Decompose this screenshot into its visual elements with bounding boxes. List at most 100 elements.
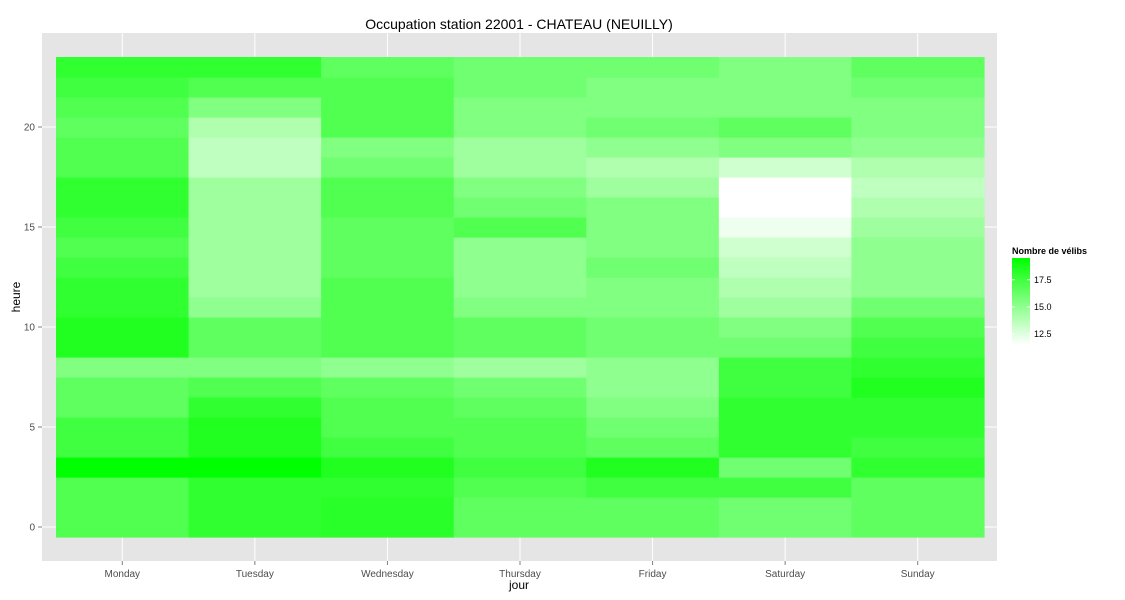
heatmap-cell: [321, 257, 455, 278]
heatmap-cell: [56, 117, 190, 138]
heatmap-cell: [56, 257, 190, 278]
heatmap-cell: [321, 337, 455, 358]
heatmap-cell: [56, 417, 190, 438]
heatmap-cell: [321, 57, 455, 78]
heatmap-cell: [851, 457, 985, 478]
legend-title: Nombre de vélibs: [1012, 246, 1087, 256]
heatmap-cell: [718, 397, 853, 418]
heatmap-cell: [851, 297, 985, 318]
legend-colorbar: [1012, 258, 1030, 345]
x-tick-label: Wednesday: [361, 569, 414, 580]
heatmap-cell: [851, 137, 985, 158]
heatmap-cell: [321, 137, 455, 158]
heatmap-cell: [453, 137, 587, 158]
heatmap-cell: [56, 357, 190, 378]
heatmap-cell: [56, 277, 190, 298]
heatmap-cell: [718, 197, 853, 218]
heatmap-cell: [586, 217, 720, 238]
heatmap-cell: [586, 77, 720, 98]
heatmap-cell: [851, 517, 985, 538]
heatmap-cell: [188, 377, 322, 398]
heatmap-cell: [718, 257, 853, 278]
heatmap-cell: [586, 517, 720, 538]
heatmap-cell: [188, 117, 322, 138]
heatmap-cell: [321, 397, 455, 418]
heatmap-cell: [188, 337, 322, 358]
heatmap-cell: [586, 97, 720, 118]
heatmap-cell: [851, 357, 985, 378]
heatmap-cell: [851, 177, 985, 198]
heatmap-cell: [188, 417, 322, 438]
heatmap-cell: [586, 277, 720, 298]
heatmap-cell: [321, 377, 455, 398]
heatmap-cell: [321, 417, 455, 438]
heatmap-cell: [718, 117, 853, 138]
heatmap-cell: [56, 397, 190, 418]
heatmap-cell: [851, 257, 985, 278]
heatmap-cell: [453, 257, 587, 278]
heatmap-cell: [188, 217, 322, 238]
heatmap-cell: [188, 237, 322, 258]
heatmap-cell: [56, 137, 190, 158]
heatmap-cell: [453, 297, 587, 318]
heatmap-tiles: [56, 57, 985, 538]
heatmap-cell: [321, 297, 455, 318]
y-tick-label: 15: [24, 223, 36, 234]
heatmap-cell: [321, 237, 455, 258]
heatmap-cell: [453, 77, 587, 98]
heatmap-cell: [56, 97, 190, 118]
heatmap-cell: [56, 217, 190, 238]
heatmap-cell: [851, 317, 985, 338]
heatmap-cell: [586, 337, 720, 358]
heatmap-cell: [586, 257, 720, 278]
heatmap-cell: [851, 77, 985, 98]
color-legend: Nombre de vélibs 12.5 15.0 17.5: [1012, 246, 1087, 345]
heatmap-cell: [586, 497, 720, 518]
heatmap-cell: [718, 297, 853, 318]
heatmap-cell: [321, 77, 455, 98]
heatmap-cell: [586, 437, 720, 458]
heatmap-cell: [851, 417, 985, 438]
heatmap-cell: [851, 217, 985, 238]
y-axis: 0 5 10 15 20: [24, 123, 42, 534]
heatmap-cell: [586, 377, 720, 398]
heatmap-cell: [851, 377, 985, 398]
heatmap-cell: [56, 517, 190, 538]
heatmap-cell: [453, 57, 587, 78]
heatmap-cell: [321, 497, 455, 518]
heatmap-cell: [718, 417, 853, 438]
heatmap-cell: [453, 497, 587, 518]
heatmap-cell: [453, 117, 587, 138]
heatmap-cell: [321, 457, 455, 478]
heatmap-cell: [453, 377, 587, 398]
heatmap-cell: [586, 137, 720, 158]
y-tick-label: 0: [29, 523, 35, 534]
heatmap-cell: [586, 177, 720, 198]
heatmap-cell: [56, 237, 190, 258]
y-axis-title: heure: [9, 281, 23, 312]
heatmap-cell: [188, 277, 322, 298]
heatmap-cell: [453, 397, 587, 418]
heatmap-cell: [188, 437, 322, 458]
heatmap-cell: [586, 157, 720, 178]
heatmap-cell: [718, 77, 853, 98]
heatmap-cell: [586, 457, 720, 478]
heatmap-cell: [321, 277, 455, 298]
heatmap-cell: [718, 377, 853, 398]
heatmap-cell: [188, 157, 322, 178]
heatmap-cell: [453, 217, 587, 238]
heatmap-cell: [851, 57, 985, 78]
heatmap-cell: [188, 357, 322, 378]
heatmap-cell: [851, 337, 985, 358]
heatmap-cell: [321, 177, 455, 198]
heatmap-cell: [321, 357, 455, 378]
heatmap-cell: [453, 277, 587, 298]
heatmap-cell: [851, 117, 985, 138]
heatmap-cell: [56, 197, 190, 218]
heatmap-cell: [188, 317, 322, 338]
heatmap-cell: [188, 497, 322, 518]
x-tick-label: Friday: [639, 569, 667, 580]
heatmap-cell: [718, 317, 853, 338]
y-tick-label: 10: [24, 323, 36, 334]
